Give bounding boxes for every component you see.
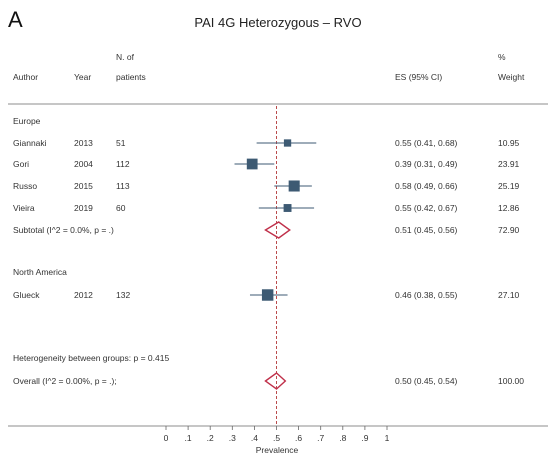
header-weight-bottom: Weight bbox=[498, 72, 525, 82]
study-year: 2019 bbox=[74, 203, 93, 213]
study-weight: 25.19 bbox=[498, 181, 520, 191]
x-tick-label: .4 bbox=[251, 433, 258, 443]
study-author: Russo bbox=[13, 181, 37, 191]
heterogeneity-text: Heterogeneity between groups: p = 0.415 bbox=[13, 353, 169, 363]
plot-marks bbox=[234, 106, 317, 424]
study-es: 0.46 (0.38, 0.55) bbox=[395, 290, 458, 300]
study-year: 2015 bbox=[74, 181, 93, 191]
study-es: 0.55 (0.42, 0.67) bbox=[395, 203, 458, 213]
study-year: 2012 bbox=[74, 290, 93, 300]
study-weight: 10.95 bbox=[498, 138, 520, 148]
study-author: Giannaki bbox=[13, 138, 47, 148]
subtotal-diamond bbox=[264, 221, 291, 239]
subtotal-weight: 72.90 bbox=[498, 225, 520, 235]
header-weight-top: % bbox=[498, 52, 506, 62]
subtotal-es: 0.51 (0.45, 0.56) bbox=[395, 225, 458, 235]
header-author: Author bbox=[13, 72, 38, 82]
study-n: 113 bbox=[116, 181, 130, 191]
header-n-top: N. of bbox=[116, 52, 135, 62]
x-tick-label: .8 bbox=[339, 433, 346, 443]
x-tick-label: .9 bbox=[361, 433, 368, 443]
study-author: Glueck bbox=[13, 290, 40, 300]
study-author: Gori bbox=[13, 159, 29, 169]
group-label-europe: Europe bbox=[13, 116, 41, 126]
x-tick-label: .1 bbox=[185, 433, 192, 443]
x-tick-label: .6 bbox=[295, 433, 302, 443]
header-year: Year bbox=[74, 72, 91, 82]
study-box bbox=[246, 158, 258, 170]
study-es: 0.39 (0.31, 0.49) bbox=[395, 159, 458, 169]
overall-weight: 100.00 bbox=[498, 376, 524, 386]
x-axis-label: Prevalence bbox=[256, 445, 299, 455]
study-n: 132 bbox=[116, 290, 130, 300]
study-weight: 27.10 bbox=[498, 290, 520, 300]
panel-letter: A bbox=[8, 7, 23, 32]
x-tick-label: .3 bbox=[229, 433, 236, 443]
study-year: 2004 bbox=[74, 159, 93, 169]
study-year: 2013 bbox=[74, 138, 93, 148]
study-n: 112 bbox=[116, 159, 130, 169]
x-axis-ticks: 0 .1 .2 .3 .4 .5 .6 .7 .8 .9 1 bbox=[164, 426, 390, 443]
study-box bbox=[283, 139, 292, 147]
study-box bbox=[283, 204, 292, 212]
subtotal-label: Subtotal (I^2 = 0.0%, p = .) bbox=[13, 225, 114, 235]
study-weight: 12.86 bbox=[498, 203, 520, 213]
study-es: 0.55 (0.41, 0.68) bbox=[395, 138, 458, 148]
study-n: 51 bbox=[116, 138, 126, 148]
header-es: ES (95% CI) bbox=[395, 72, 442, 82]
chart-title: PAI 4G Heterozygous – RVO bbox=[194, 15, 361, 30]
x-tick-label: 1 bbox=[385, 433, 390, 443]
study-author: Vieira bbox=[13, 203, 35, 213]
group-label-north-america: North America bbox=[13, 267, 67, 277]
overall-es: 0.50 (0.45, 0.54) bbox=[395, 376, 458, 386]
x-tick-label: 0 bbox=[164, 433, 169, 443]
x-tick-label: .2 bbox=[207, 433, 214, 443]
x-tick-label: .5 bbox=[273, 433, 280, 443]
study-box bbox=[261, 289, 274, 301]
study-box bbox=[288, 180, 300, 192]
header-n-bottom: patients bbox=[116, 72, 146, 82]
study-weight: 23.91 bbox=[498, 159, 520, 169]
overall-diamond bbox=[264, 372, 287, 390]
overall-label: Overall (I^2 = 0.00%, p = .); bbox=[13, 376, 117, 386]
study-es: 0.58 (0.49, 0.66) bbox=[395, 181, 458, 191]
x-tick-label: .7 bbox=[317, 433, 324, 443]
study-n: 60 bbox=[116, 203, 126, 213]
